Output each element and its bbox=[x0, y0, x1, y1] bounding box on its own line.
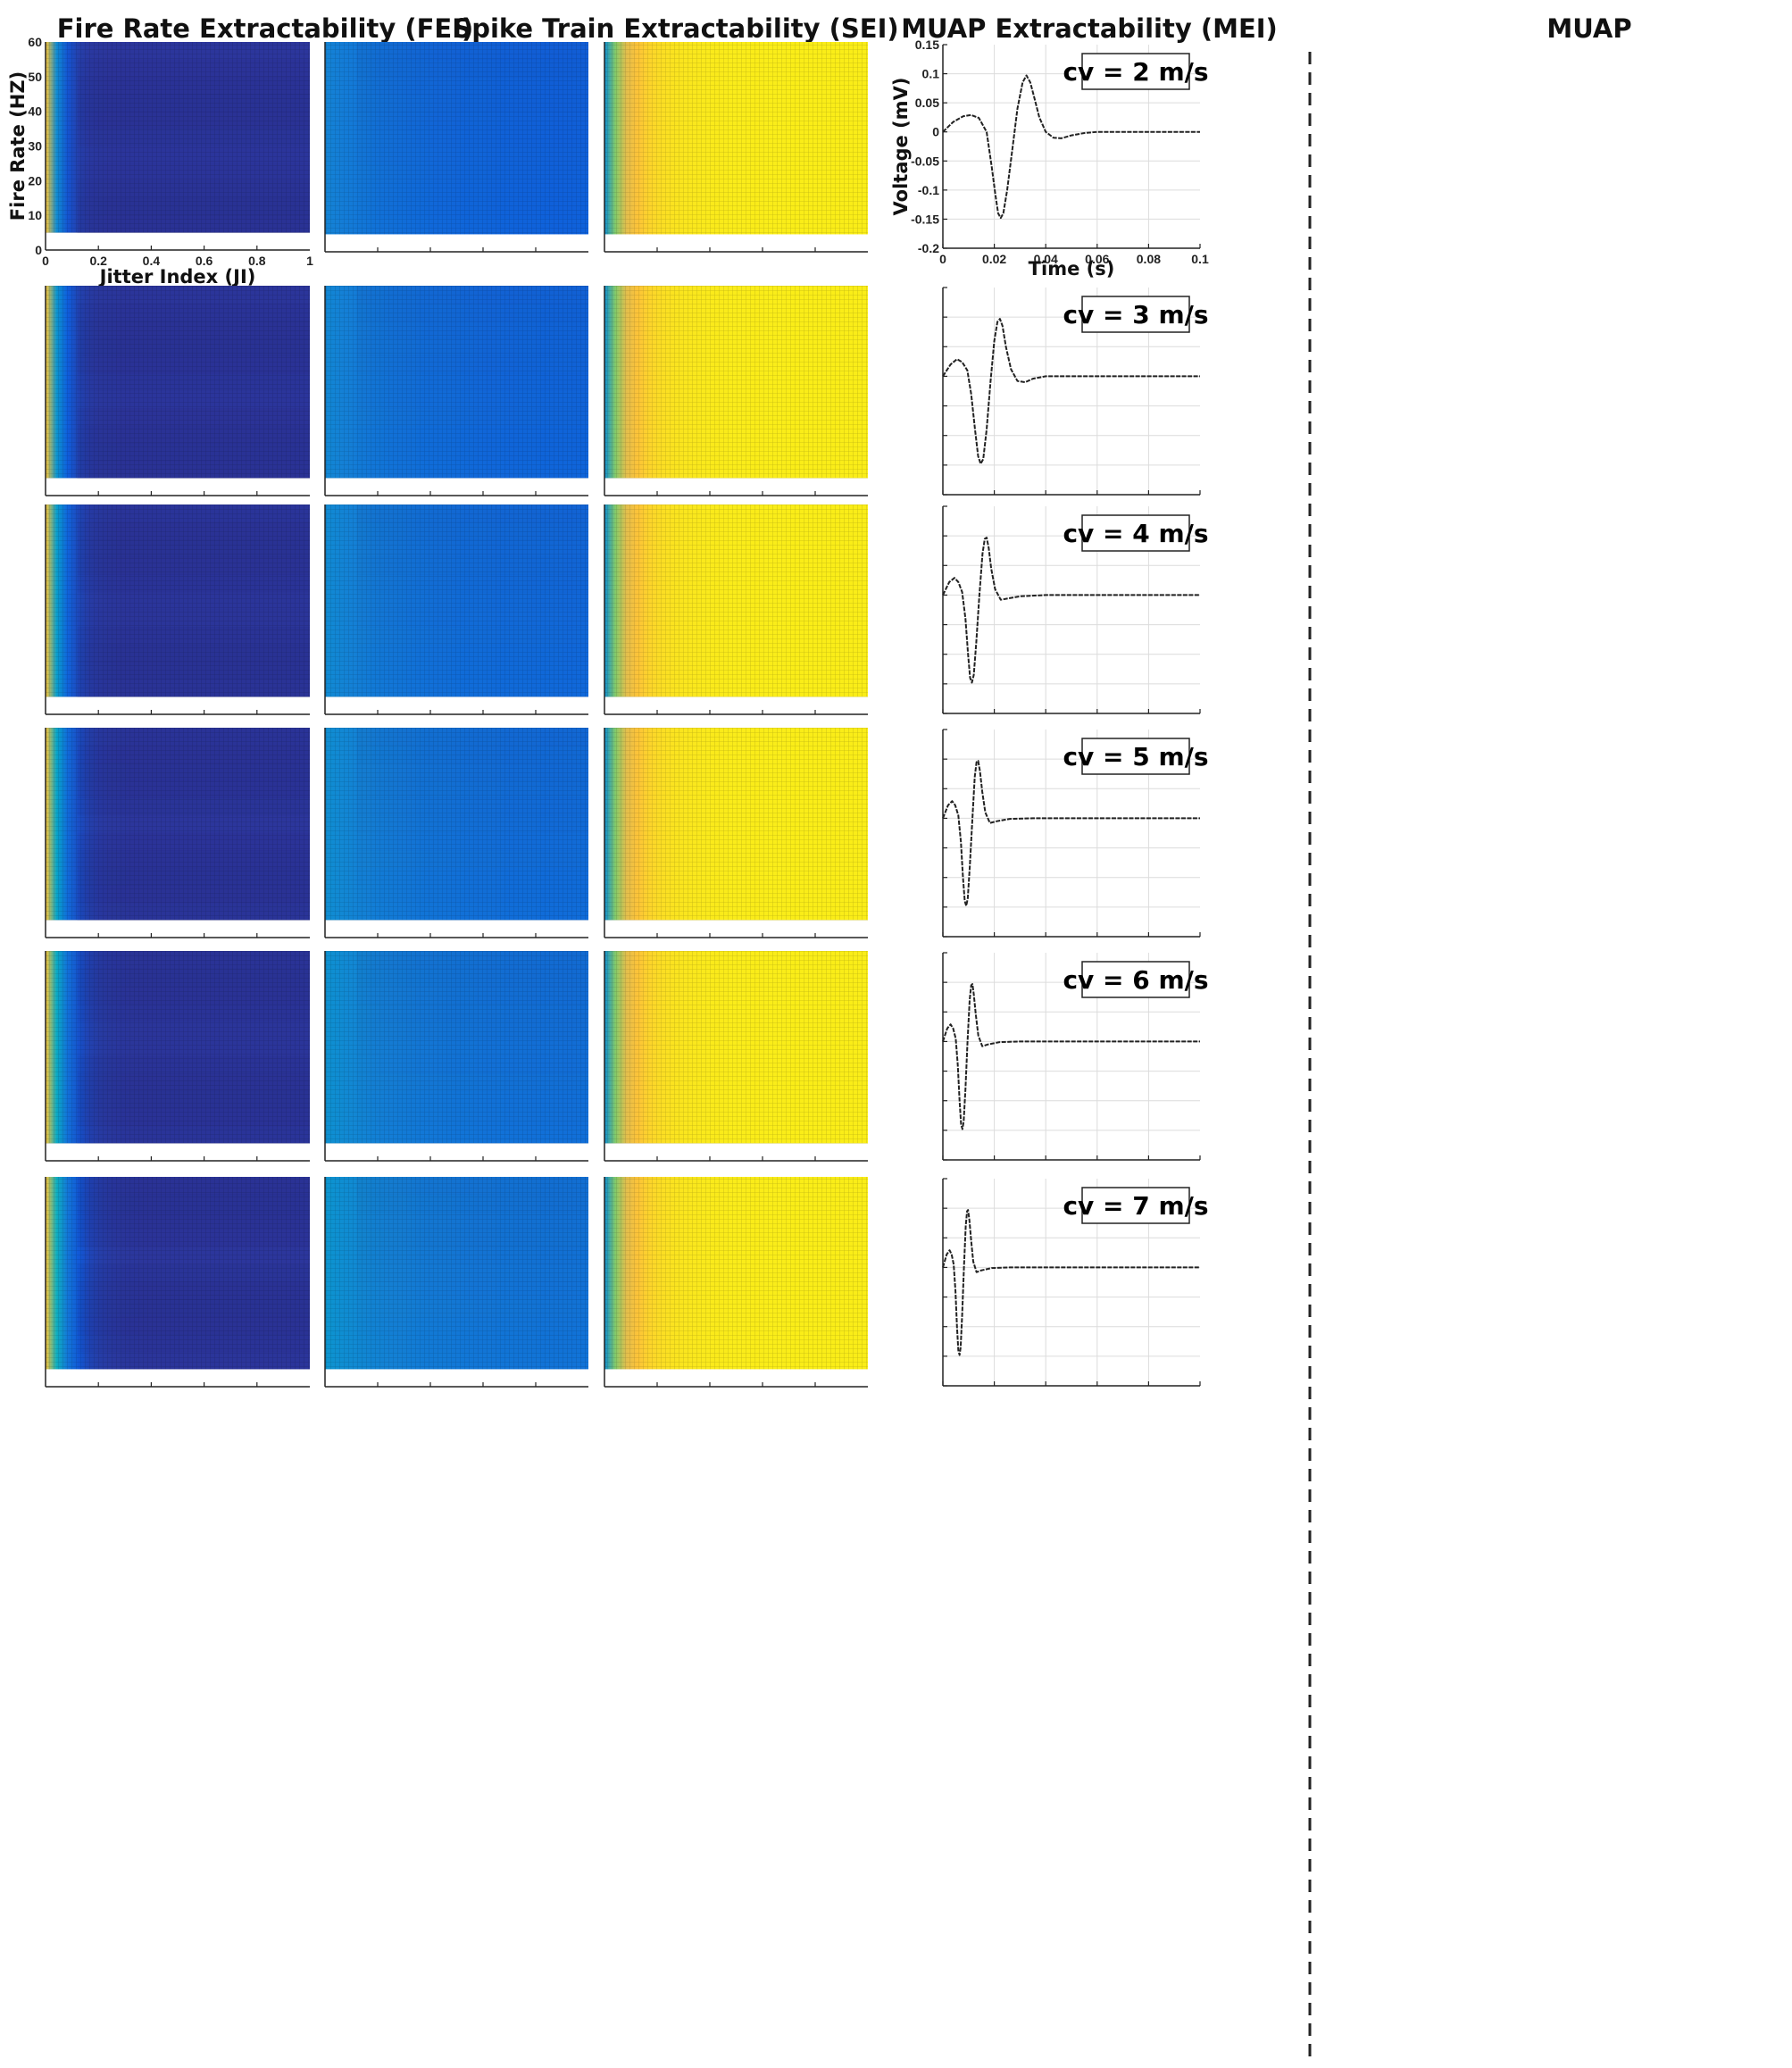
muap-panel-4: cv = 5 m/s bbox=[942, 729, 1209, 938]
fei-y-tick-label: 50 bbox=[28, 70, 42, 84]
mei-grid-overlay bbox=[604, 728, 868, 921]
cv-legend-label: cv = 4 m/s bbox=[1063, 519, 1208, 548]
sei-grid-overlay bbox=[325, 286, 588, 479]
sei-grid-overlay bbox=[325, 42, 588, 235]
muap-waveform-line bbox=[942, 760, 1200, 907]
muap-y-axis-label: Voltage (mV) bbox=[890, 78, 912, 216]
fei-x-tick-label: 0.2 bbox=[89, 254, 107, 268]
fei-grid-overlay bbox=[46, 504, 310, 697]
sei-row-1 bbox=[324, 42, 588, 253]
cv-legend-box bbox=[1081, 53, 1190, 90]
fei-row-6 bbox=[45, 1177, 311, 1388]
fei-column-title: Fire Rate Extractability (FEI) bbox=[57, 13, 474, 44]
fei-y-tick-label: 0 bbox=[35, 243, 42, 257]
muap-y-tick-label: 0 bbox=[932, 125, 939, 139]
muap-column-title: MUAP bbox=[1546, 13, 1631, 44]
mei-row-3 bbox=[604, 504, 868, 715]
fei-y-tick-label: 20 bbox=[28, 173, 42, 188]
cv-legend-label: cv = 3 m/s bbox=[1063, 300, 1208, 329]
muap-y-tick-label: 0.05 bbox=[915, 96, 939, 110]
sei-row-5 bbox=[324, 951, 588, 1162]
cv-legend-label: cv = 2 m/s bbox=[1063, 57, 1208, 87]
muap-x-tick-label: 0.08 bbox=[1137, 252, 1161, 266]
fei-grid-overlay bbox=[46, 728, 310, 921]
fei-row-2 bbox=[45, 286, 311, 496]
fei-row-4 bbox=[45, 728, 311, 938]
muap-y-tick-label: 0.1 bbox=[922, 67, 940, 81]
cv-legend-box bbox=[1081, 1187, 1190, 1224]
muap-y-tick-label: -0.15 bbox=[911, 212, 939, 226]
fei-row-3 bbox=[45, 504, 311, 715]
mei-grid-overlay bbox=[604, 504, 868, 697]
mei-grid-overlay bbox=[604, 42, 868, 235]
muap-x-tick-label: 0.06 bbox=[1085, 252, 1109, 266]
mei-row-5 bbox=[604, 951, 868, 1162]
mei-row-6 bbox=[604, 1177, 868, 1388]
sei-column-title: Spike Train Extractability (SEI) bbox=[453, 13, 898, 44]
fei-x-tick-label: 0.8 bbox=[248, 254, 266, 268]
fei-x-tick-label: 1 bbox=[306, 254, 313, 268]
cv-legend-label: cv = 6 m/s bbox=[1063, 965, 1208, 995]
muap-x-tick-label: 0.1 bbox=[1191, 252, 1209, 266]
fei-grid-overlay bbox=[46, 951, 310, 1144]
mei-grid-overlay bbox=[604, 1177, 868, 1370]
muap-waveform-line bbox=[942, 74, 1200, 220]
sei-grid-overlay bbox=[325, 728, 588, 921]
mei-row-4 bbox=[604, 728, 868, 938]
fei-x-tick-label: 0.4 bbox=[143, 254, 161, 268]
sei-grid-overlay bbox=[325, 1177, 588, 1370]
fei-y-tick-label: 60 bbox=[28, 35, 42, 49]
muap-y-tick-label: -0.2 bbox=[918, 241, 939, 255]
muap-waveform-line bbox=[942, 318, 1200, 465]
muap-waveform-line bbox=[942, 1209, 1200, 1356]
muap-x-tick-label: 0.04 bbox=[1034, 252, 1058, 266]
cv-legend-box bbox=[1081, 961, 1190, 998]
muap-x-axis-label: Time (s) bbox=[1029, 258, 1115, 279]
sei-row-2 bbox=[324, 286, 588, 496]
muap-x-tick-label: 0.02 bbox=[982, 252, 1006, 266]
cv-legend-box bbox=[1081, 738, 1190, 775]
fei-grid-overlay bbox=[46, 42, 310, 233]
muap-panel-5: cv = 6 m/s bbox=[942, 952, 1209, 1161]
fei-y-tick-label: 30 bbox=[28, 139, 42, 154]
mei-column-title: MUAP Extractability (MEI) bbox=[901, 13, 1278, 44]
fei-y-tick-label: 40 bbox=[28, 104, 42, 119]
muap-panel-3: cv = 4 m/s bbox=[942, 505, 1209, 714]
muap-panel-1: cv = 2 m/s 0 0.02 0.04 0.06 0.08 0.1 0.15 0.1 0.0… bbox=[890, 38, 1209, 279]
muap-y-tick-label: -0.05 bbox=[911, 154, 939, 168]
cv-legend-box bbox=[1081, 514, 1190, 552]
fei-row-5 bbox=[45, 951, 311, 1162]
sei-row-4 bbox=[324, 728, 588, 938]
fei-x-tick-label: 0.6 bbox=[196, 254, 213, 268]
mei-row-1 bbox=[604, 42, 868, 253]
muap-x-tick-label: 0 bbox=[939, 252, 946, 266]
muap-panel-6: cv = 7 m/s bbox=[942, 1178, 1209, 1387]
muap-waveform-line bbox=[942, 983, 1200, 1130]
mei-grid-overlay bbox=[604, 951, 868, 1144]
fei-y-axis-label: Fire Rate (HZ) bbox=[7, 71, 29, 221]
fei-x-tick-label: 0 bbox=[42, 254, 49, 268]
sei-row-3 bbox=[324, 504, 588, 715]
fei-x-axis-label: Jitter Index (JI) bbox=[98, 266, 256, 288]
cv-legend-box bbox=[1081, 296, 1190, 333]
muap-y-tick-label: 0.15 bbox=[915, 38, 939, 52]
muap-waveform-line bbox=[942, 537, 1200, 684]
mei-grid-overlay bbox=[604, 286, 868, 479]
fei-grid-overlay bbox=[46, 1177, 310, 1370]
sei-grid-overlay bbox=[325, 504, 588, 697]
mei-row-2 bbox=[604, 286, 868, 496]
cv-legend-label: cv = 7 m/s bbox=[1063, 1191, 1208, 1221]
sei-grid-overlay bbox=[325, 951, 588, 1144]
fei-grid-overlay bbox=[46, 286, 310, 479]
sei-row-6 bbox=[324, 1177, 588, 1388]
muap-y-tick-label: -0.1 bbox=[918, 183, 939, 197]
fei-y-tick-label: 10 bbox=[28, 208, 42, 222]
muap-panel-2: cv = 3 m/s bbox=[942, 287, 1209, 496]
cv-legend-label: cv = 5 m/s bbox=[1063, 742, 1208, 771]
